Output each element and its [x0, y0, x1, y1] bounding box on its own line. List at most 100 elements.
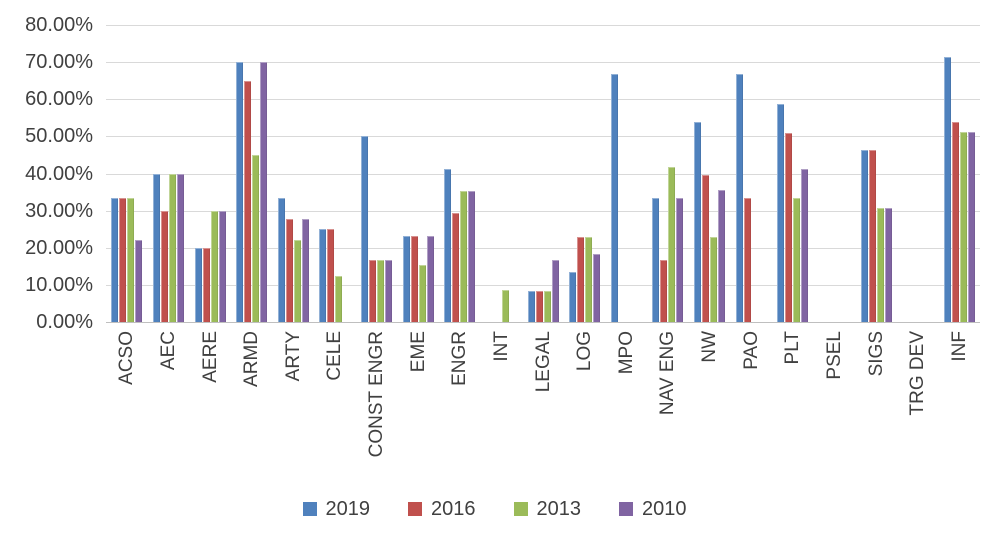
legend-item-2016: 2016	[408, 499, 476, 519]
x-label-cell-psel: PSEL	[814, 331, 856, 476]
bar-2013-acso	[127, 198, 135, 322]
x-axis-labels: ACSO AEC AERE ARMD ARTY CELE CONST ENGR EME ENGR…	[106, 331, 980, 476]
bar-2013-aec	[168, 173, 176, 322]
bar-2010-aec	[176, 173, 184, 322]
bar-2010-eme	[426, 236, 434, 322]
bar-group-trg-dev	[897, 25, 939, 322]
bar-2010-log	[593, 254, 601, 322]
bar-2019-plt	[777, 103, 785, 322]
bar-2010-plt	[801, 169, 809, 322]
bar-group-log	[564, 25, 606, 322]
x-label-cell-const-engr: CONST ENGR	[356, 331, 398, 476]
bar-group-mpo	[606, 25, 648, 322]
y-axis-tick-label: 20.00%	[25, 236, 93, 259]
x-label-cell-acso: ACSO	[106, 331, 148, 476]
x-axis-category-label: LEGAL	[532, 331, 554, 393]
bar-2016-cele	[327, 229, 335, 322]
legend-item-2010: 2010	[619, 499, 687, 519]
legend-label-2013: 2013	[536, 498, 582, 520]
x-label-cell-aere: AERE	[189, 331, 231, 476]
bar-group-armd	[231, 25, 273, 322]
bar-2013-nw	[710, 236, 718, 322]
x-axis-category-label: SIGS	[865, 331, 887, 377]
x-label-cell-aec: AEC	[148, 331, 190, 476]
x-axis-category-label: NW	[699, 331, 721, 363]
bar-2010-armd	[260, 62, 268, 322]
y-axis-tick-label: 70.00%	[25, 51, 93, 74]
x-axis-line	[106, 322, 980, 323]
bar-group-aec	[148, 25, 190, 322]
bar-2016-eme	[410, 236, 418, 322]
x-axis-category-label: ARMD	[241, 331, 263, 387]
legend-swatch-2013	[513, 502, 528, 516]
gridline	[106, 25, 980, 26]
bar-2016-nw	[702, 175, 710, 322]
legend-label-2016: 2016	[431, 498, 476, 520]
bar-group-cele	[314, 25, 356, 322]
x-label-cell-pao: PAO	[730, 331, 772, 476]
x-label-cell-arty: ARTY	[273, 331, 315, 476]
bar-2019-aec	[152, 173, 160, 322]
y-axis-tick-label: 0.00%	[36, 311, 93, 333]
bar-2019-cele	[319, 229, 327, 322]
x-label-cell-nw: NW	[689, 331, 731, 476]
x-label-cell-sigs: SIGS	[855, 331, 897, 476]
bar-2019-log	[569, 271, 577, 322]
bar-2013-int	[501, 289, 509, 322]
bar-2016-inf	[951, 121, 959, 322]
x-label-cell-eme: EME	[397, 331, 439, 476]
bar-2019-sigs	[860, 150, 868, 322]
bar-2016-aec	[160, 210, 168, 322]
bar-2010-nw	[718, 190, 726, 322]
bar-2016-pao	[743, 198, 751, 322]
gridline	[106, 284, 980, 286]
bar-2019-armd	[236, 62, 244, 322]
bar-2010-arty	[301, 218, 309, 322]
bar-2016-nav-eng	[660, 260, 668, 322]
x-axis-category-label: PAO	[740, 331, 762, 370]
x-axis-category-label: ACSO	[116, 331, 138, 385]
bar-2016-engr	[452, 212, 460, 322]
bar-group-plt	[772, 25, 814, 322]
x-label-cell-nav-eng: NAV ENG	[647, 331, 689, 476]
bar-2016-const-engr	[369, 260, 377, 322]
legend-label-2010: 2010	[642, 498, 687, 520]
bar-group-sigs	[855, 25, 897, 322]
bar-group-const-engr	[356, 25, 398, 322]
bar-2016-plt	[785, 132, 793, 322]
x-label-cell-armd: ARMD	[231, 331, 273, 476]
bar-2013-cele	[335, 275, 343, 322]
bar-2010-inf	[967, 131, 975, 322]
x-axis-category-label: AERE	[199, 331, 221, 383]
x-label-cell-int: INT	[481, 331, 523, 476]
bar-2013-const-engr	[377, 260, 385, 322]
bar-2016-sigs	[868, 150, 876, 322]
x-label-cell-mpo: MPO	[606, 331, 648, 476]
bar-2016-aere	[202, 247, 210, 322]
y-axis-tick-label: 30.00%	[25, 199, 93, 222]
gridline	[106, 62, 980, 64]
bar-group-psel	[814, 25, 856, 322]
bar-group-arty	[273, 25, 315, 322]
legend-swatch-2016	[408, 502, 422, 516]
y-axis-tick-label: 40.00%	[25, 162, 93, 185]
legend-item-2019: 2019	[302, 499, 370, 519]
bar-2016-armd	[244, 80, 252, 322]
bar-2010-legal	[551, 260, 559, 322]
legend-swatch-2019	[302, 502, 317, 516]
plot-area	[106, 25, 980, 323]
x-axis-category-label: NAV ENG	[657, 331, 679, 416]
bar-groups	[106, 25, 980, 322]
bar-2019-engr	[444, 169, 452, 322]
bar-2019-acso	[111, 198, 119, 322]
x-axis-category-label: AEC	[157, 331, 179, 371]
x-label-cell-plt: PLT	[772, 331, 814, 476]
bar-2019-mpo	[610, 74, 618, 322]
bar-2013-inf	[959, 131, 967, 322]
bar-2013-armd	[252, 154, 260, 322]
bar-group-int	[481, 25, 523, 322]
x-axis-category-label: TRG DEV	[907, 331, 929, 416]
bar-group-acso	[106, 25, 148, 322]
bar-2016-log	[577, 236, 585, 322]
